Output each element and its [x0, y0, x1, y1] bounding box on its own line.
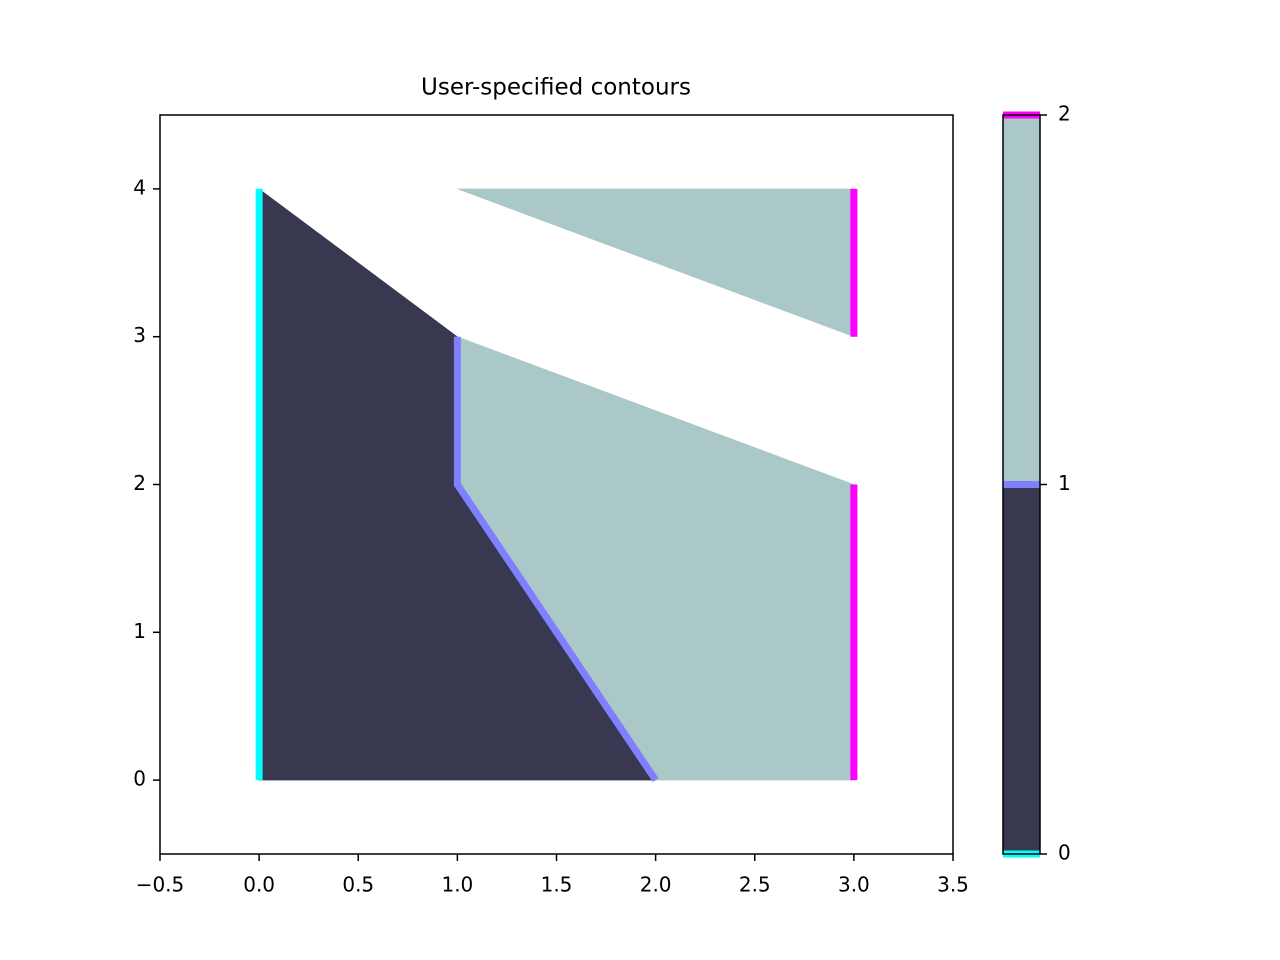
x-tick-label: 3.5 — [937, 873, 969, 897]
contour-line — [453, 336, 659, 783]
colorbar-band — [1003, 484, 1040, 854]
colorbar-tick-label: 0 — [1058, 841, 1071, 865]
x-tick-label: 0.0 — [243, 873, 275, 897]
x-tick-label: 3.0 — [838, 873, 870, 897]
x-tick-label: 2.5 — [739, 873, 771, 897]
colorbar-band — [1003, 115, 1040, 485]
colorbar-tick-label: 2 — [1058, 102, 1071, 126]
x-tick-label: −0.5 — [136, 873, 185, 897]
y-tick-label: 3 — [133, 323, 146, 347]
contour-fill — [457, 188, 855, 338]
colorbar-tick-label: 1 — [1058, 471, 1071, 495]
y-tick-label: 0 — [133, 767, 146, 791]
y-tick-label: 1 — [133, 619, 146, 643]
x-tick-label: 1.5 — [541, 873, 573, 897]
y-tick-label: 4 — [133, 175, 146, 199]
y-tick-label: 2 — [133, 471, 146, 495]
x-tick-label: 0.5 — [342, 873, 374, 897]
chart-title: User-specified contours — [421, 75, 691, 101]
x-tick-label: 1.0 — [441, 873, 473, 897]
x-tick-label: 2.0 — [640, 873, 672, 897]
